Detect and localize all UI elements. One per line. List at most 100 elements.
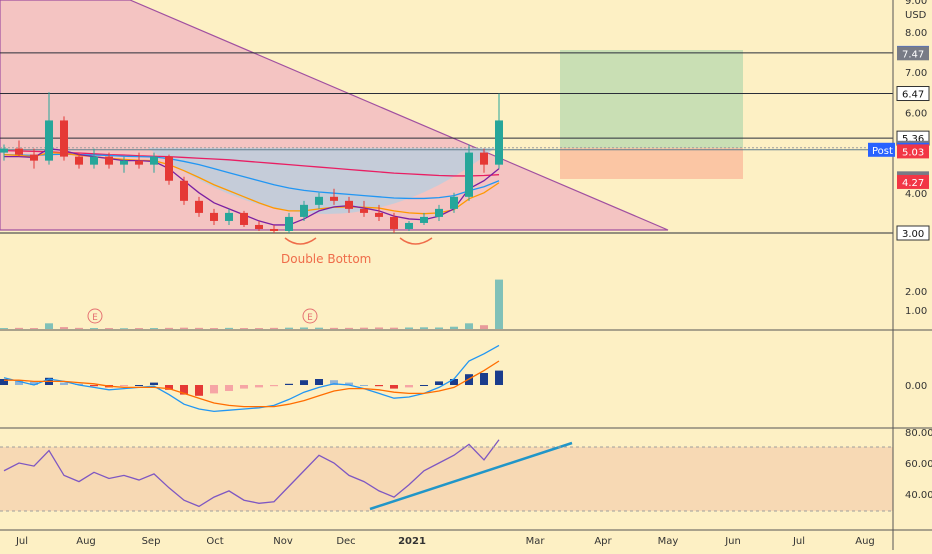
macd-layer xyxy=(0,344,503,413)
moving-averages-layer xyxy=(3,147,500,226)
macd-histogram-bar xyxy=(90,385,98,387)
volume-bar xyxy=(405,327,413,329)
rsi-axis-tick: 60.00 xyxy=(905,459,932,470)
price-badge-label: 6.47 xyxy=(902,90,924,101)
price-badge-bg xyxy=(896,225,930,241)
candle-body xyxy=(165,156,173,181)
price-axis-tick: 7.00 xyxy=(905,68,927,79)
volume-bar xyxy=(105,328,113,329)
candle-body xyxy=(405,222,413,229)
time-axis-tick: Sep xyxy=(142,536,161,547)
price-badge-label: 5.03 xyxy=(902,147,924,158)
volume-bar xyxy=(75,327,83,329)
volume-axis-tick: 1.00 xyxy=(905,306,927,317)
volume-bar xyxy=(225,327,233,329)
macd-histogram-bar xyxy=(435,381,443,385)
price-axis-tick: 4.00 xyxy=(905,189,927,200)
price-badge-label: 7.47 xyxy=(902,49,924,60)
macd-histogram-bar xyxy=(375,385,383,387)
volume-bar xyxy=(210,328,218,329)
volume-bar xyxy=(315,327,323,329)
stop-zone[interactable] xyxy=(560,148,743,179)
post-tag-label: Post xyxy=(872,146,893,157)
volume-bar xyxy=(255,328,263,329)
price-badge-bg xyxy=(897,174,929,189)
price-badge-bg xyxy=(896,86,930,102)
macd-histogram-bar xyxy=(495,370,503,385)
rsi-axis-tick: 80.00 xyxy=(905,428,932,439)
cup-pattern-fill[interactable] xyxy=(148,148,495,214)
candle-body xyxy=(465,152,473,197)
rsi-trendline[interactable] xyxy=(369,441,573,511)
time-axis-tick: Aug xyxy=(855,536,875,547)
candle-body xyxy=(360,208,368,213)
volume-bar xyxy=(420,327,428,329)
candle-body xyxy=(435,208,443,217)
candle-body xyxy=(105,156,113,165)
price-axis-tick: 8.00 xyxy=(905,28,927,39)
macd-signal-line xyxy=(4,360,500,408)
earnings-event-marker xyxy=(302,308,318,324)
time-axis-tick: Aug xyxy=(76,536,96,547)
volume-axis-tick: 2.00 xyxy=(905,287,927,298)
target-zone[interactable] xyxy=(560,50,743,148)
rsi-band-fill xyxy=(0,447,893,511)
macd-histogram-bar xyxy=(255,385,263,388)
earnings-event-label: E xyxy=(307,313,313,323)
double-bottom-label: Double Bottom xyxy=(281,252,371,266)
macd-histogram-bar xyxy=(270,385,278,387)
macd-histogram-bar xyxy=(15,380,23,385)
candle-body xyxy=(75,156,83,165)
candle-body xyxy=(240,212,248,225)
rsi-layer xyxy=(3,439,500,508)
candle-body xyxy=(420,216,428,223)
macd-histogram-bar xyxy=(405,385,413,388)
volume-bar xyxy=(360,327,368,329)
candle-body xyxy=(330,196,338,201)
candle-body xyxy=(315,196,323,205)
macd-histogram-bar xyxy=(330,380,338,385)
time-axis-tick: Nov xyxy=(273,536,293,547)
macd-histogram-bar xyxy=(150,382,158,385)
macd-histogram-bar xyxy=(0,379,8,385)
earnings-event-marker xyxy=(87,308,103,324)
candle-body xyxy=(60,120,68,157)
candle-body xyxy=(225,212,233,221)
time-axis[interactable]: Jul Aug Sep Oct Nov Dec 2021 Mar Apr May Jun Jul Aug xyxy=(15,536,875,547)
time-axis-tick: May xyxy=(658,536,679,547)
price-badge-label: 5.36 xyxy=(902,134,924,145)
candle-body xyxy=(135,160,143,165)
price-axis-tick-top: 9.00 xyxy=(905,0,927,7)
post-tag-bg xyxy=(868,142,895,157)
macd-histogram-bar xyxy=(210,385,218,394)
volume-bar xyxy=(0,328,8,329)
time-axis-tick: Jul xyxy=(792,536,805,547)
volume-bar xyxy=(60,327,68,329)
candle-body xyxy=(270,228,278,231)
price-badge-label: 4.27 xyxy=(902,178,924,189)
time-axis-tick: Oct xyxy=(206,536,223,547)
candle-body xyxy=(45,120,53,161)
macd-histogram-bar xyxy=(345,382,353,385)
macd-histogram-bar xyxy=(60,382,68,385)
price-badge-bg xyxy=(897,46,929,61)
time-axis-tick: Apr xyxy=(594,536,612,547)
volume-bar xyxy=(180,327,188,329)
moving-average-line-3 xyxy=(4,147,500,226)
price-badge-label: 3.00 xyxy=(902,229,924,240)
candle-body xyxy=(30,154,38,161)
volume-bar xyxy=(330,327,338,329)
macd-histogram-bar xyxy=(135,385,143,386)
time-axis-tick: Jul xyxy=(15,536,28,547)
volume-bar xyxy=(375,327,383,329)
candle-body xyxy=(375,212,383,217)
double-bottom-arc-right xyxy=(399,237,433,245)
candle-body xyxy=(480,152,488,165)
candle-body xyxy=(495,120,503,165)
volume-bar xyxy=(300,327,308,329)
volume-bar xyxy=(195,327,203,329)
volume-bar xyxy=(30,328,38,329)
candle-body xyxy=(300,204,308,217)
